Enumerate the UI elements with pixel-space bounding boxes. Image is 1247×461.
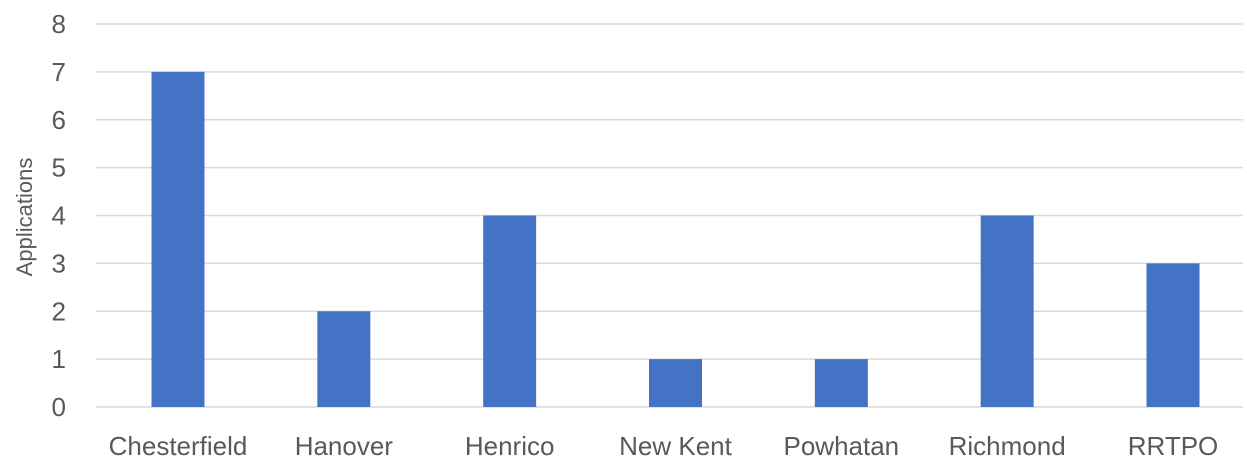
x-tick-label: Chesterfield [109,431,248,461]
y-tick-label: 8 [52,9,66,39]
y-tick-label: 0 [52,392,66,422]
y-axis-title: Applications [12,158,37,277]
bar-hanover [317,311,371,407]
y-tick-label: 5 [52,153,66,183]
x-tick-label: Richmond [949,431,1066,461]
bar-henrico [483,215,537,407]
x-tick-label: Powhatan [784,431,900,461]
bar-new-kent [649,359,702,407]
bar-powhatan [814,359,868,407]
bars [151,71,1200,407]
bar-rrtpo [1146,263,1200,407]
gridlines [96,23,1243,408]
y-tick-label: 4 [52,201,66,231]
x-tick-label: Henrico [465,431,555,461]
y-tick-label: 7 [52,57,66,87]
y-tick-label: 6 [52,105,66,135]
bar-richmond [980,215,1034,407]
y-tick-label: 1 [52,344,66,374]
x-tick-label: RRTPO [1128,431,1219,461]
y-axis-ticks: 0 1 2 3 4 5 6 7 8 [52,9,66,422]
y-tick-label: 3 [52,248,66,278]
x-tick-label: Hanover [295,431,394,461]
bar-chesterfield [151,71,205,407]
x-axis-ticks: Chesterfield Hanover Henrico New Kent Powhat… [109,431,1219,461]
y-tick-label: 2 [52,296,66,326]
x-tick-label: New Kent [619,431,732,461]
